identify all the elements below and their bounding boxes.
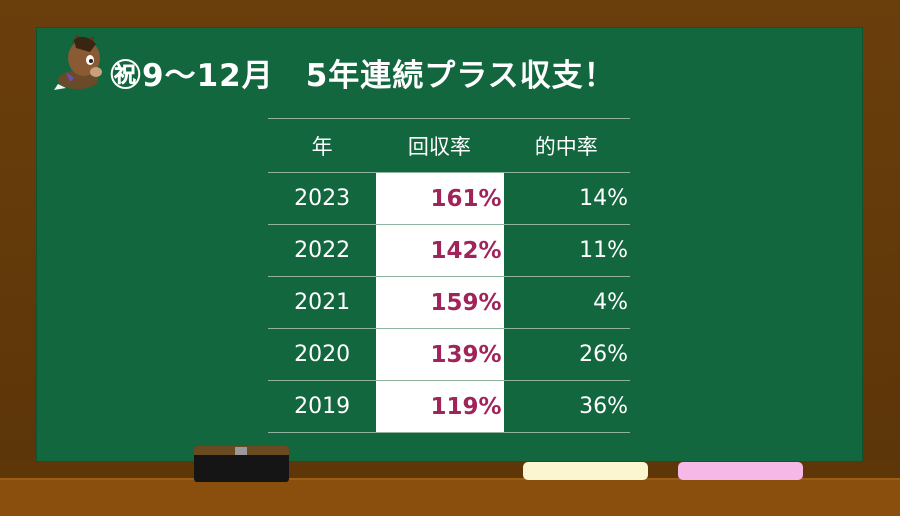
table-row: 2019 119% 36% [268,380,630,433]
return-rate-cell: 119% [376,380,504,433]
hit-rate-cell: 11% [503,224,630,277]
eraser-tag [235,447,247,455]
year-cell: 2021 [268,276,377,329]
header-return-rate: 回収率 [376,118,504,173]
return-rate-cell: 142% [376,224,504,277]
table-row: 2021 159% 4% [268,276,630,329]
header-year: 年 [268,118,377,173]
year-cell: 2020 [268,328,377,381]
chalk-ledge [0,478,900,516]
horse-mascot-icon [54,34,102,90]
table-row: 2022 142% 11% [268,224,630,277]
hit-rate-cell: 36% [503,380,630,433]
year-cell: 2022 [268,224,377,277]
table-row: 2023 161% 14% [268,172,630,225]
year-cell: 2023 [268,172,377,225]
table-row: 2020 139% 26% [268,328,630,381]
return-rate-cell: 159% [376,276,504,329]
results-table: 年 回収率 的中率 2023 161% 14% 2022 142% 11% 20… [268,118,630,433]
pink-chalk [678,462,803,480]
return-rate-cell: 139% [376,328,504,381]
hit-rate-cell: 14% [503,172,630,225]
yellow-chalk [523,462,648,480]
hit-rate-cell: 4% [503,276,630,329]
year-cell: 2019 [268,380,377,433]
hit-rate-cell: 26% [503,328,630,381]
return-rate-cell: 161% [376,172,504,225]
header-hit-rate: 的中率 [503,118,630,173]
page-title: ㊗9～12月 5年連続プラス収支！ [110,58,616,94]
table-header-row: 年 回収率 的中率 [268,118,630,173]
